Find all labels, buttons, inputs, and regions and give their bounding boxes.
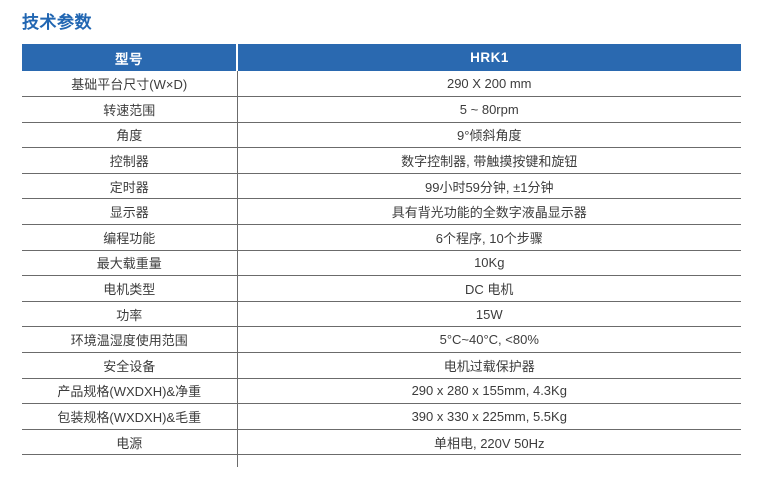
row-label: 转速范围: [22, 96, 238, 123]
table-row: 环境温湿度使用范围 5°C~40°C, <80%: [22, 326, 741, 354]
row-label: 功率: [22, 301, 238, 328]
table-row: 安全设备 电机过载保护器: [22, 352, 741, 379]
row-value: 15W: [237, 301, 741, 328]
row-label: 基础平台尺寸(W×D): [22, 71, 238, 98]
row-value: 数字控制器, 带触摸按键和旋钮: [237, 147, 741, 174]
table-row: 显示器 具有背光功能的全数字液晶显示器: [22, 198, 741, 226]
row-label: 环境温湿度使用范围: [22, 326, 238, 354]
row-value: 290 x 280 x 155mm, 4.3Kg: [237, 378, 741, 405]
table-row-cutoff: [22, 454, 741, 467]
row-value: 6个程序, 10个步骤: [237, 224, 741, 251]
header-model-cell: 型号: [22, 44, 238, 71]
row-label: 编程功能: [22, 224, 238, 251]
table-row: 定时器 99小时59分钟, ±1分钟: [22, 173, 741, 200]
cutoff-value-cell: [237, 455, 741, 467]
row-label: 安全设备: [22, 352, 238, 379]
row-value: 390 x 330 x 225mm, 5.5Kg: [237, 403, 741, 430]
header-value-cell: HRK1: [237, 44, 741, 71]
row-label: 产品规格(WXDXH)&净重: [22, 378, 238, 405]
row-value: 5 ~ 80rpm: [237, 96, 741, 123]
row-value: 单相电, 220V 50Hz: [237, 429, 741, 456]
row-value: 具有背光功能的全数字液晶显示器: [237, 198, 741, 226]
page-title: 技术参数: [22, 13, 92, 32]
table-row: 角度 9°倾斜角度: [22, 122, 741, 149]
table-row: 编程功能 6个程序, 10个步骤: [22, 224, 741, 251]
table-body: 基础平台尺寸(W×D) 290 X 200 mm 转速范围 5 ~ 80rpm …: [22, 71, 741, 467]
row-value: 9°倾斜角度: [237, 122, 741, 149]
row-label: 最大载重量: [22, 250, 238, 277]
table-row: 产品规格(WXDXH)&净重 290 x 280 x 155mm, 4.3Kg: [22, 378, 741, 405]
row-label: 定时器: [22, 173, 238, 200]
row-label: 电源: [22, 429, 238, 456]
table-row: 基础平台尺寸(W×D) 290 X 200 mm: [22, 71, 741, 98]
table-row: 转速范围 5 ~ 80rpm: [22, 96, 741, 123]
row-value: 290 X 200 mm: [237, 71, 741, 98]
table-row: 包装规格(WXDXH)&毛重 390 x 330 x 225mm, 5.5Kg: [22, 403, 741, 430]
table-row: 最大载重量 10Kg: [22, 250, 741, 277]
row-value: 5°C~40°C, <80%: [237, 326, 741, 354]
table-row: 功率 15W: [22, 301, 741, 328]
row-value: 10Kg: [237, 250, 741, 277]
cutoff-label-cell: [22, 454, 238, 467]
spec-table: 型号 HRK1 基础平台尺寸(W×D) 290 X 200 mm 转速范围 5 …: [22, 44, 741, 467]
table-row: 控制器 数字控制器, 带触摸按键和旋钮: [22, 147, 741, 174]
table-row: 电机类型 DC 电机: [22, 275, 741, 302]
row-label: 显示器: [22, 198, 238, 226]
row-value: DC 电机: [237, 275, 741, 302]
row-label: 角度: [22, 122, 238, 149]
row-label: 电机类型: [22, 275, 238, 302]
row-value: 99小时59分钟, ±1分钟: [237, 173, 741, 200]
row-label: 控制器: [22, 147, 238, 174]
row-label: 包装规格(WXDXH)&毛重: [22, 403, 238, 430]
table-header-row: 型号 HRK1: [22, 44, 741, 71]
table-row: 电源 单相电, 220V 50Hz: [22, 429, 741, 456]
row-value: 电机过载保护器: [237, 352, 741, 379]
